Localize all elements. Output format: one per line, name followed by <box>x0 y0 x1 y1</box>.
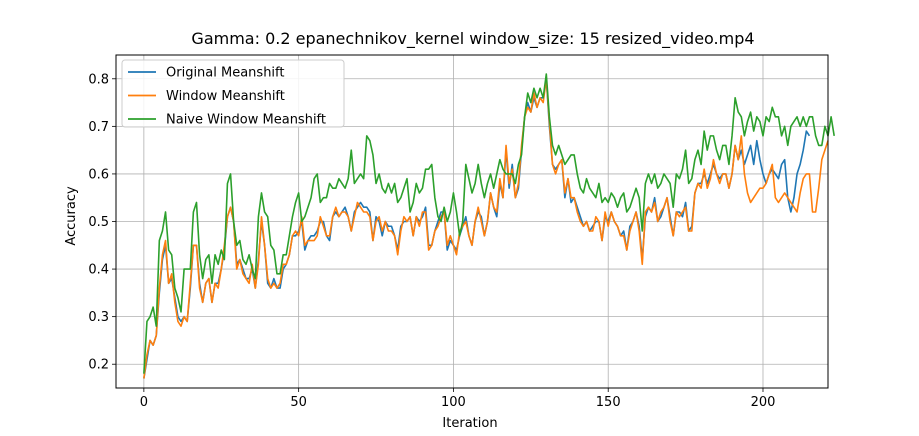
chart-title: Gamma: 0.2 epanechnikov_kernel window_si… <box>191 29 754 49</box>
y-axis-label: Accuracy <box>64 186 79 246</box>
tick-layer: 0 50 100 150 200 0.2 0.3 0.4 0.5 0.6 0.7 0.8 <box>88 72 775 410</box>
y-tick-label: 0.4 <box>88 263 109 278</box>
x-axis-label: Iteration <box>442 416 497 431</box>
series-line-3 <box>143 73 835 374</box>
series-line-2 <box>143 77 829 379</box>
legend: Original Meanshift Window Meanshift Naive … <box>121 59 345 128</box>
legend-entry-label: Window Meanshift <box>166 89 285 104</box>
legend-box <box>121 59 345 128</box>
y-tick-label: 0.6 <box>88 167 109 182</box>
x-tick-label: 0 <box>140 395 148 410</box>
y-tick-label: 0.2 <box>88 358 109 373</box>
x-tick-label: 50 <box>290 395 307 410</box>
x-tick-label: 200 <box>751 395 776 410</box>
y-tick-label: 0.8 <box>88 72 109 87</box>
x-tick-label: 150 <box>596 395 621 410</box>
y-tick-label: 0.7 <box>88 120 109 135</box>
grid-layer <box>116 55 828 388</box>
series-layer <box>143 73 835 379</box>
legend-entry-label: Naive Window Meanshift <box>166 113 326 128</box>
legend-entry-label: Original Meanshift <box>166 66 285 81</box>
x-tick-label: 100 <box>441 395 466 410</box>
y-tick-label: 0.5 <box>88 215 109 230</box>
y-tick-label: 0.3 <box>88 310 109 325</box>
